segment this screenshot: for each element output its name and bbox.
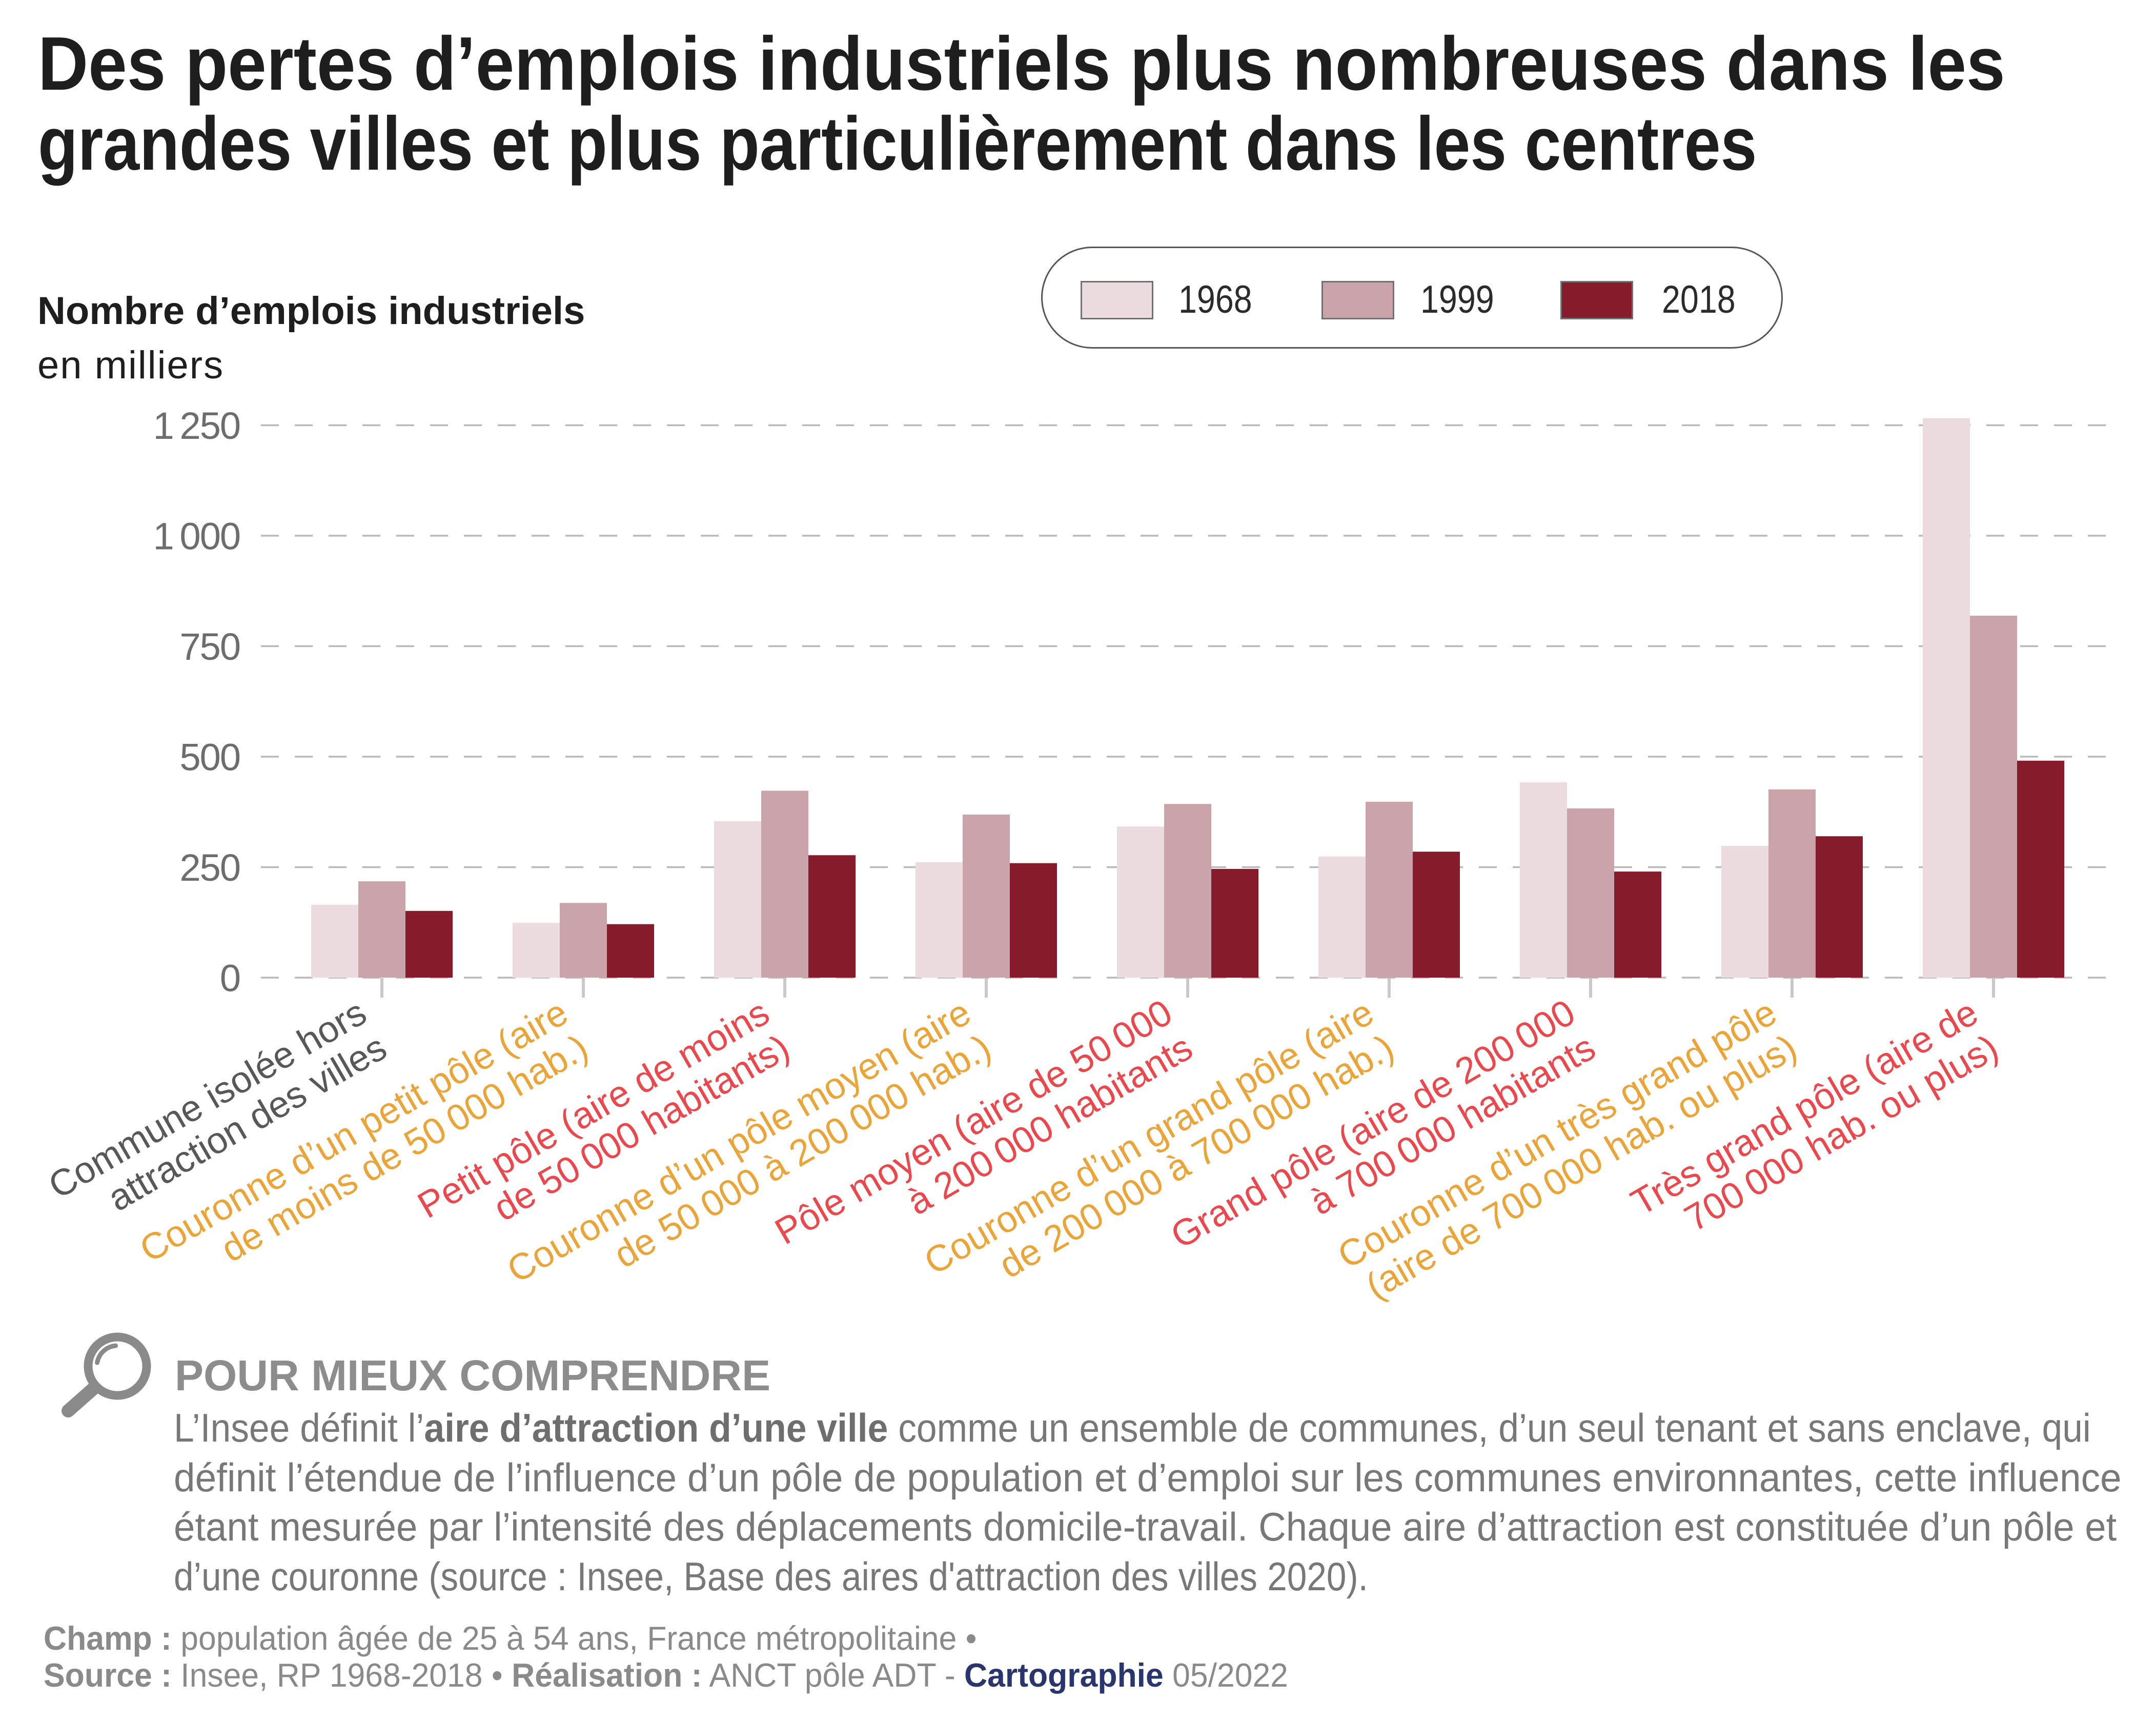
svg-text:500: 500: [180, 736, 240, 779]
svg-text:1 000: 1 000: [153, 515, 240, 558]
svg-text:1 250: 1 250: [153, 404, 240, 447]
svg-text:250: 250: [180, 846, 240, 889]
svg-text:750: 750: [180, 625, 240, 668]
svg-text:0: 0: [220, 957, 240, 1000]
